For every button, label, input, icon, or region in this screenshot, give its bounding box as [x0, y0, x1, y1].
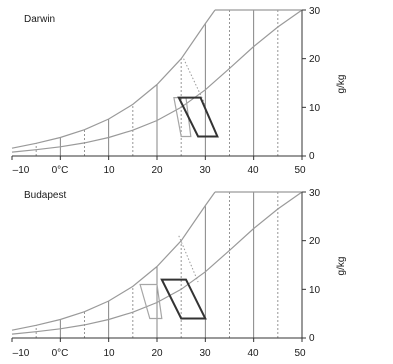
x-tick-label: 0°C	[52, 348, 69, 359]
saturation-curve	[11, 9, 216, 149]
y-tick-label: 10	[309, 285, 321, 296]
panel-title: Darwin	[24, 14, 55, 25]
y-tick-label: 0	[309, 333, 315, 344]
x-tick-label: 10	[103, 348, 115, 359]
x-tick-label: 40	[247, 165, 259, 176]
x-tick-label: 30	[199, 348, 211, 359]
chart-panel-budapest: Budapest –10 0°C 10 20 30 40 50 0 10 20 …	[11, 188, 347, 359]
y-tick-labels: 0 10 20 30	[309, 188, 321, 344]
wet-bulb-line	[183, 58, 206, 106]
chart-marks	[11, 9, 306, 160]
y-axis-title: g/kg	[336, 75, 347, 94]
chart-panel-darwin: Darwin –10 0°C 10 20 30 40 50 0 10 20 30…	[11, 6, 347, 176]
y-tick-label: 20	[309, 236, 321, 247]
y-tick-label: 30	[309, 6, 321, 17]
humidity-curve	[11, 9, 303, 153]
x-tick-label: 10	[103, 165, 115, 176]
x-tick-label: 50	[294, 348, 306, 359]
x-tick-label: 20	[151, 348, 163, 359]
x-tick-label: 0°C	[52, 165, 69, 176]
chart-marks	[11, 191, 306, 342]
x-tick-labels: –10 0°C 10 20 30 40 50	[13, 348, 306, 359]
y-tick-label: 10	[309, 103, 321, 114]
x-tick-label: 30	[199, 165, 211, 176]
y-tick-label: 20	[309, 54, 321, 65]
x-tick-label: 50	[294, 165, 306, 176]
panel-title: Budapest	[24, 190, 66, 201]
wet-bulb-line	[178, 235, 199, 283]
comfort-zone-outer	[177, 96, 219, 138]
y-tick-labels: 0 10 20 30	[309, 6, 321, 162]
x-tick-label: –10	[13, 348, 30, 359]
comfort-zone-outer	[160, 278, 207, 320]
y-tick-label: 30	[309, 188, 321, 199]
y-axis-title: g/kg	[336, 257, 347, 276]
x-tick-label: 40	[247, 348, 259, 359]
x-tick-labels: –10 0°C 10 20 30 40 50	[13, 165, 306, 176]
saturation-curve	[11, 191, 216, 331]
x-tick-label: –10	[13, 165, 30, 176]
x-tick-label: 20	[151, 165, 163, 176]
comfort-zone-inner	[139, 283, 163, 320]
humidity-curve	[11, 191, 303, 335]
y-tick-label: 0	[309, 151, 315, 162]
